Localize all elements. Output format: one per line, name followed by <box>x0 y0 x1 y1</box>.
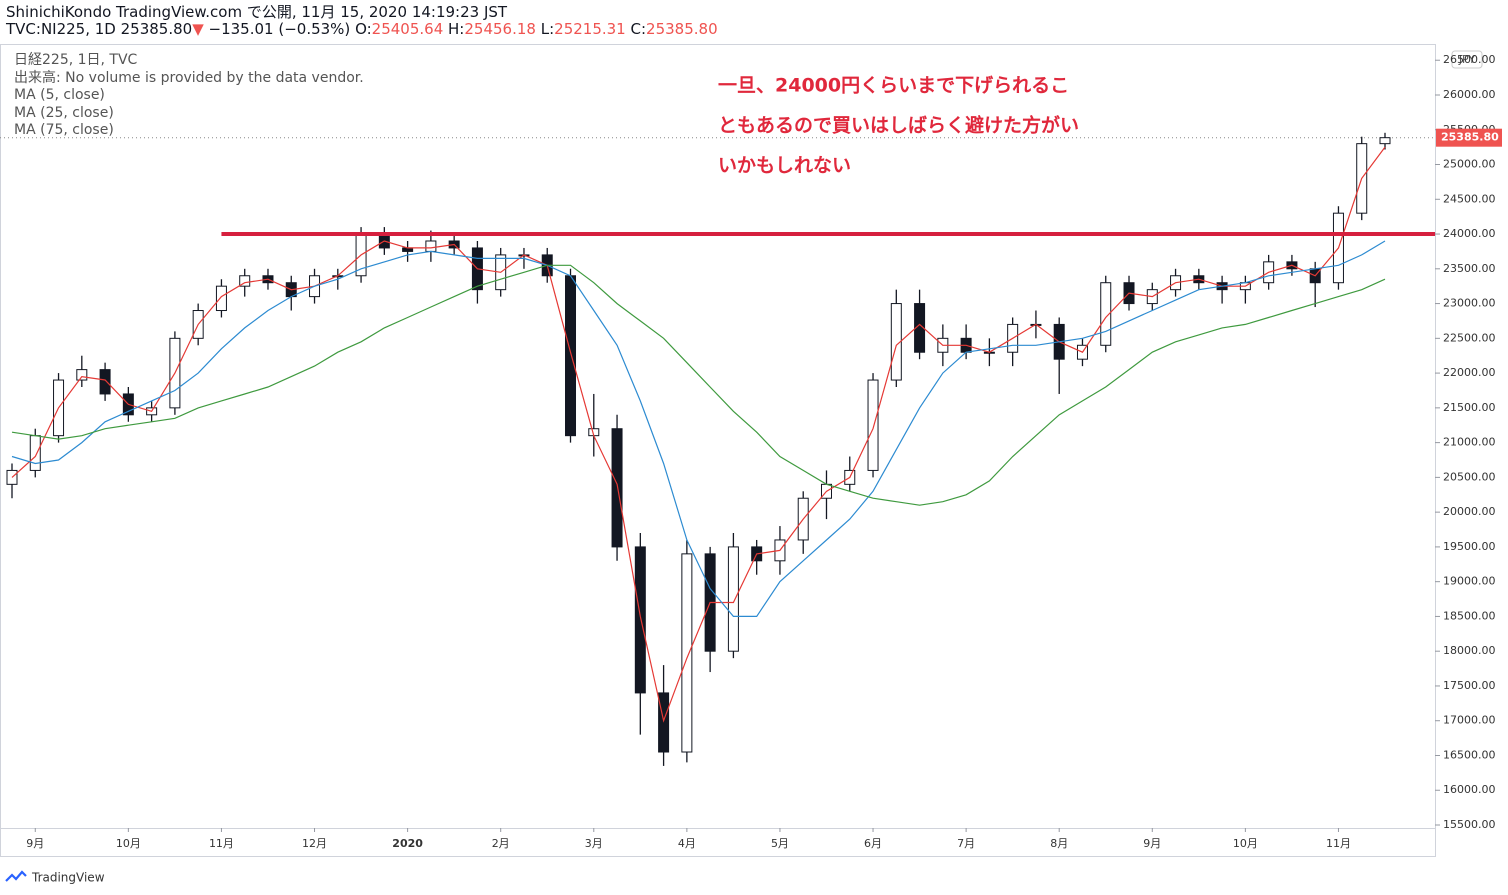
x-tick-label: 10月 <box>1233 837 1258 850</box>
o-label: O: <box>355 20 372 38</box>
ma-line <box>11 146 1386 723</box>
volume-note: 出来高: No volume is provided by the data v… <box>14 69 364 86</box>
y-tick-label: 17500.00 <box>1443 679 1496 692</box>
candle-body <box>76 369 88 381</box>
y-tick-label: 16000.00 <box>1443 783 1496 796</box>
y-tick-label: 25000.00 <box>1443 158 1496 171</box>
candle-body <box>215 285 227 312</box>
legend: 日経225, 1日, TVC 出来高: No volume is provide… <box>14 52 364 140</box>
candle-body <box>914 303 926 353</box>
candle-body <box>565 275 577 437</box>
header: ShinichiKondo TradingView.com で公開, 11月 1… <box>6 4 718 38</box>
x-tick-label: 2020 <box>392 837 423 850</box>
x-tick-label: 10月 <box>116 837 141 850</box>
candle-body <box>867 379 879 471</box>
candle-body <box>727 546 739 652</box>
symbol: TVC:NI225, 1D 25385.80 <box>6 20 193 38</box>
logo-icon <box>5 870 27 882</box>
last-price-label: 25385.80 <box>1441 131 1499 144</box>
c-label: C: <box>630 20 647 38</box>
y-tick-label: 18500.00 <box>1443 609 1496 622</box>
y-tick-label: 15500.00 <box>1443 818 1496 831</box>
ma-line <box>11 240 1386 617</box>
candle-body <box>239 275 251 287</box>
ma-line <box>11 264 1386 506</box>
h-value: 25456.18 <box>464 20 536 38</box>
y-tick-label: 26500.00 <box>1443 53 1496 66</box>
brand: TradingView <box>31 871 105 885</box>
ma-legend: MA (5, close) <box>14 87 105 103</box>
h-label: H: <box>448 20 465 38</box>
ma-legend: MA (75, close) <box>14 122 114 138</box>
y-tick-label: 20500.00 <box>1443 470 1496 483</box>
candle-body <box>681 553 693 753</box>
annotation: 一旦、24000円くらいまで下げられるこ <box>718 75 1069 97</box>
annotation: ともあるので買いはしばらく避けた方がい <box>718 114 1079 137</box>
y-tick-label: 19000.00 <box>1443 575 1496 588</box>
y-tick-label: 23000.00 <box>1443 297 1496 310</box>
y-tick-label: 17000.00 <box>1443 714 1496 727</box>
y-tick-label: 24500.00 <box>1443 192 1496 205</box>
candle-body <box>425 240 437 252</box>
y-tick-label: 18000.00 <box>1443 644 1496 657</box>
candle-body <box>890 303 902 381</box>
l-value: 25215.31 <box>554 20 626 38</box>
change: −135.01 (−0.53%) <box>208 20 351 38</box>
y-tick-label: 16500.00 <box>1443 748 1496 761</box>
x-tick-label: 6月 <box>864 837 882 850</box>
x-tick-label: 2月 <box>492 837 510 850</box>
publish-info: ShinichiKondo TradingView.com で公開, 11月 1… <box>6 3 508 21</box>
y-tick-label: 19500.00 <box>1443 540 1496 553</box>
y-tick-label: 20000.00 <box>1443 505 1496 518</box>
currency-badge <box>1451 50 1483 69</box>
arrow: ▼ <box>192 20 204 38</box>
candle-body <box>99 369 111 395</box>
x-tick-label: 9月 <box>26 837 44 850</box>
annotation: いかもしれない <box>718 155 851 177</box>
instrument: 日経225, 1日, TVC <box>14 52 138 68</box>
candle-body <box>634 546 646 694</box>
candle-body <box>1379 137 1391 145</box>
candle-body <box>611 428 623 548</box>
annotations: 一旦、24000円くらいまで下げられることもあるので買いはしばらく避けた方がいい… <box>718 75 1079 177</box>
x-tick-label: 3月 <box>585 837 603 850</box>
x-tick-label: 11月 <box>1326 837 1351 850</box>
x-tick-label: 11月 <box>209 837 234 850</box>
ma-legend: MA (25, close) <box>14 104 114 121</box>
y-tick-label: 22500.00 <box>1443 331 1496 344</box>
x-tick-label: 9月 <box>1143 837 1161 850</box>
candle-body <box>1100 282 1112 346</box>
x-tick-label: 7月 <box>957 837 975 850</box>
y-tick-label: 22000.00 <box>1443 366 1496 379</box>
candle-body <box>29 435 41 471</box>
last-price-box <box>1436 128 1502 147</box>
x-tick-label: 4月 <box>678 837 696 850</box>
x-tick-label: 12月 <box>302 837 327 850</box>
y-tick-label: 26000.00 <box>1443 88 1496 101</box>
l-label: L: <box>540 20 555 38</box>
currency: JPY <box>1458 53 1476 66</box>
o-value: 25405.64 <box>371 20 444 38</box>
y-tick-label: 21500.00 <box>1443 401 1496 414</box>
c-value: 25385.80 <box>646 20 718 38</box>
y-tick-label: 23500.00 <box>1443 262 1496 275</box>
x-tick-label: 8月 <box>1050 837 1068 850</box>
y-tick-label: 24000.00 <box>1443 227 1496 240</box>
quote-line: TVC:NI225, 1D 25385.80▼ −135.01 (−0.53%)… <box>6 21 718 38</box>
candle-body <box>658 692 670 753</box>
plot <box>0 132 1435 766</box>
y-tick-label: 21000.00 <box>1443 436 1496 449</box>
x-tick-label: 5月 <box>771 837 789 850</box>
